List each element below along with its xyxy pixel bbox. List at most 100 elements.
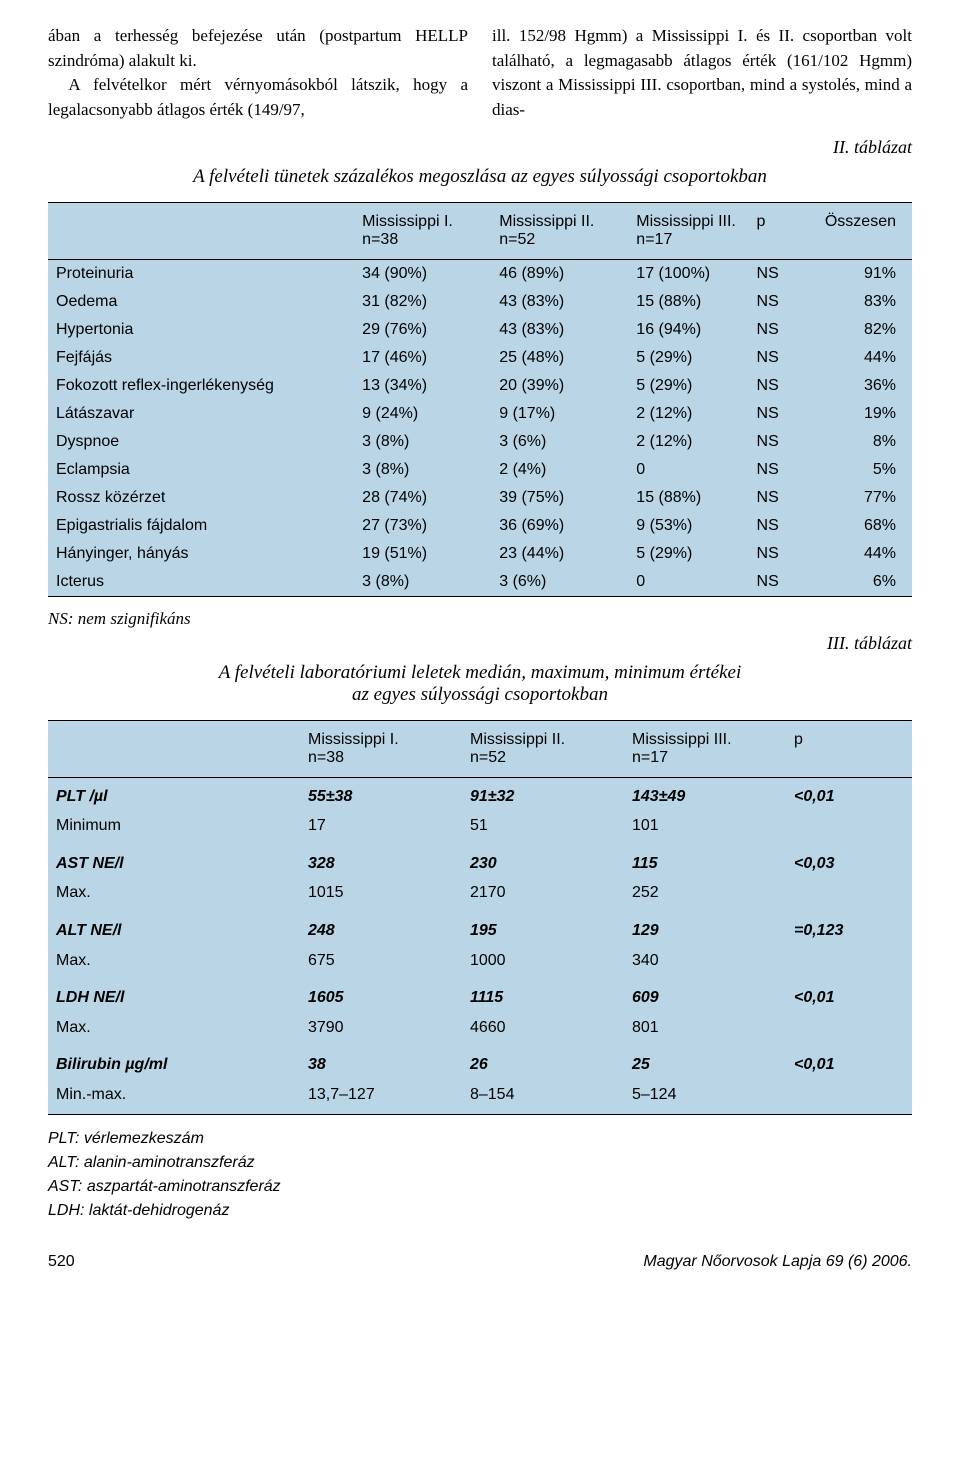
table-2: Mississippi I.n=38Mississippi II.n=52Mis… <box>48 202 912 597</box>
table-cell: 36% <box>817 372 912 400</box>
table-cell: PLT /µl <box>48 777 300 811</box>
table-cell: 38 <box>300 1046 462 1080</box>
table-cell: 6% <box>817 568 912 597</box>
table-cell: 2 (12%) <box>628 428 748 456</box>
table-cell: 0 <box>628 568 748 597</box>
table-cell: 1115 <box>462 979 624 1013</box>
table-cell <box>786 1080 912 1114</box>
table-cell: 16 (94%) <box>628 316 748 344</box>
paragraph: A felvételkor mért vérnyomásokból látszi… <box>48 73 468 122</box>
table-cell: 5 (29%) <box>628 344 748 372</box>
column-header: Mississippi II.n=52 <box>462 720 624 777</box>
table-row: AST NE/l328230115<0,03 <box>48 845 912 879</box>
table-cell: 195 <box>462 912 624 946</box>
table-cell: 44% <box>817 344 912 372</box>
table-cell: 25 (48%) <box>491 344 628 372</box>
column-header: Összesen <box>817 202 912 259</box>
table-row: Fokozott reflex-ingerlékenység13 (34%)20… <box>48 372 912 400</box>
table-cell: Icterus <box>48 568 354 597</box>
table-row: Fejfájás17 (46%)25 (48%)5 (29%)NS44% <box>48 344 912 372</box>
table-cell: 39 (75%) <box>491 484 628 512</box>
table-cell: Hypertonia <box>48 316 354 344</box>
table-cell: 51 <box>462 811 624 845</box>
table-cell: 115 <box>624 845 786 879</box>
table-cell: NS <box>749 484 817 512</box>
table-cell: Max. <box>48 878 300 912</box>
table-cell: 3 (8%) <box>354 568 491 597</box>
table-cell: 44% <box>817 540 912 568</box>
table-cell: 101 <box>624 811 786 845</box>
table-cell: 252 <box>624 878 786 912</box>
table-cell: ALT NE/l <box>48 912 300 946</box>
table-cell: 1605 <box>300 979 462 1013</box>
table-cell: 82% <box>817 316 912 344</box>
table-2-title: A felvételi tünetek százalékos megoszlás… <box>48 166 912 188</box>
table-cell: Min.-max. <box>48 1080 300 1114</box>
table-cell: 20 (39%) <box>491 372 628 400</box>
table-cell <box>786 1013 912 1047</box>
table-cell: 2 (4%) <box>491 456 628 484</box>
table-cell <box>786 878 912 912</box>
abbrev-line: ALT: alanin-aminotranszferáz <box>48 1151 912 1175</box>
table-cell: NS <box>749 540 817 568</box>
table-row: Hypertonia29 (76%)43 (83%)16 (94%)NS82% <box>48 316 912 344</box>
table-row: Rossz közérzet28 (74%)39 (75%)15 (88%)NS… <box>48 484 912 512</box>
table-cell: 15 (88%) <box>628 484 748 512</box>
column-header: Mississippi II.n=52 <box>491 202 628 259</box>
table-row: Max.37904660801 <box>48 1013 912 1047</box>
page-number: 520 <box>48 1253 75 1271</box>
table-cell: 19% <box>817 400 912 428</box>
journal-citation: Magyar Nőorvosok Lapja 69 (6) 2006. <box>643 1253 912 1271</box>
paragraph: ill. 152/98 Hgmm) a Mississippi I. és II… <box>492 24 912 123</box>
table-cell: 55±38 <box>300 777 462 811</box>
table-cell: 248 <box>300 912 462 946</box>
table-cell: 26 <box>462 1046 624 1080</box>
table-row: Minimum1751101 <box>48 811 912 845</box>
table-cell: Fejfájás <box>48 344 354 372</box>
table-row: PLT /µl55±3891±32143±49<0,01 <box>48 777 912 811</box>
table-cell: Max. <box>48 946 300 980</box>
table-3-title-line1: A felvételi laboratóriumi leletek medián… <box>219 662 742 683</box>
table-cell: 1000 <box>462 946 624 980</box>
table-cell: NS <box>749 372 817 400</box>
table-cell: 8–154 <box>462 1080 624 1114</box>
table-cell: NS <box>749 456 817 484</box>
table-cell: NS <box>749 428 817 456</box>
table-3-title-line2: az egyes súlyossági csoportokban <box>352 684 608 705</box>
table-row: LDH NE/l16051115609<0,01 <box>48 979 912 1013</box>
table-cell: 5–124 <box>624 1080 786 1114</box>
table-row: Hányinger, hányás19 (51%)23 (44%)5 (29%)… <box>48 540 912 568</box>
table-cell: 4660 <box>462 1013 624 1047</box>
table-cell: Oedema <box>48 288 354 316</box>
table-cell: 17 <box>300 811 462 845</box>
column-header: Mississippi I.n=38 <box>300 720 462 777</box>
table-2-label: II. táblázat <box>48 137 912 158</box>
table-cell: Proteinuria <box>48 259 354 288</box>
column-header: Mississippi III.n=17 <box>624 720 786 777</box>
table-cell: 609 <box>624 979 786 1013</box>
table-2-note: NS: nem szignifikáns <box>48 609 912 629</box>
table-cell: 17 (100%) <box>628 259 748 288</box>
table-cell: NS <box>749 400 817 428</box>
table-cell: Minimum <box>48 811 300 845</box>
abbrev-line: LDH: laktát-dehidrogenáz <box>48 1199 912 1223</box>
table-cell: 1015 <box>300 878 462 912</box>
table-cell: AST NE/l <box>48 845 300 879</box>
table-3-label: III. táblázat <box>48 633 912 654</box>
right-column: ill. 152/98 Hgmm) a Mississippi I. és II… <box>492 24 912 123</box>
column-header: p <box>749 202 817 259</box>
table-3: Mississippi I.n=38Mississippi II.n=52Mis… <box>48 720 912 1115</box>
table-row: ALT NE/l248195129=0,123 <box>48 912 912 946</box>
table-cell: 3790 <box>300 1013 462 1047</box>
table-cell: 27 (73%) <box>354 512 491 540</box>
table-cell: 83% <box>817 288 912 316</box>
table-cell: NS <box>749 512 817 540</box>
table-cell: 29 (76%) <box>354 316 491 344</box>
abbrev-line: PLT: vérlemezkeszám <box>48 1127 912 1151</box>
table-cell: 3 (8%) <box>354 428 491 456</box>
table-cell: 43 (83%) <box>491 288 628 316</box>
table-cell: NS <box>749 259 817 288</box>
table-cell: 801 <box>624 1013 786 1047</box>
paragraph: ában a terhesség befejezése után (postpa… <box>48 24 468 73</box>
column-header <box>48 202 354 259</box>
